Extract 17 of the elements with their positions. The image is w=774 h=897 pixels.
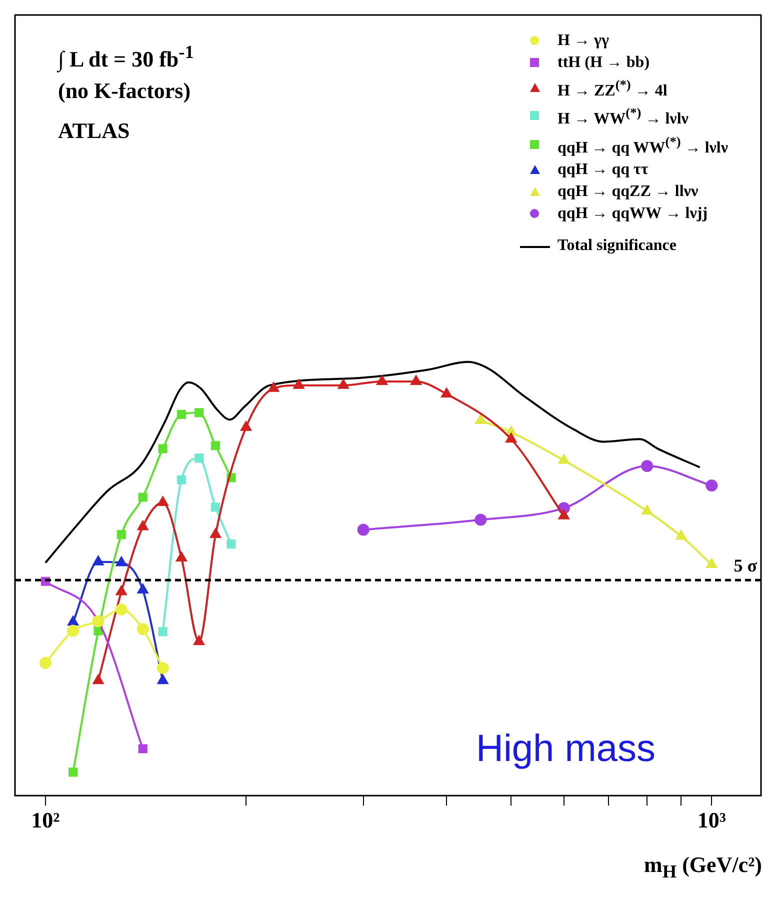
text: ATLAS: [58, 117, 131, 146]
legend-label: ttH (H → bb): [558, 53, 650, 73]
legend-label: H → WW$^{(*)}$ → lνlν: [558, 104, 688, 130]
text: ∫ L dt = 30 fb$^{-1}$: [58, 41, 194, 74]
legend-label: qqH → qq ττ: [558, 160, 648, 180]
ref-line-label: 5 σ: [734, 556, 758, 576]
text: (no K-factors): [58, 77, 192, 106]
legend-label: H → ZZ$^{(*)}$ → 4l: [558, 76, 668, 102]
legend-label: qqH → qqZZ → llνν: [558, 182, 698, 202]
legend-label: H → γγ: [558, 31, 609, 51]
legend-label: qqH → qqWW → lνjj: [558, 204, 708, 224]
annotation: High mass: [476, 728, 656, 771]
x-tick-label: 10²: [31, 807, 60, 832]
legend-label: qqH → qq WW$^{(*)}$ → lνlν: [558, 132, 728, 158]
legend-label: Total significance: [558, 236, 676, 256]
x-tick-label: 10³: [697, 807, 726, 832]
x-axis-title: m$_{H}$ (GeV/c²): [644, 852, 762, 882]
